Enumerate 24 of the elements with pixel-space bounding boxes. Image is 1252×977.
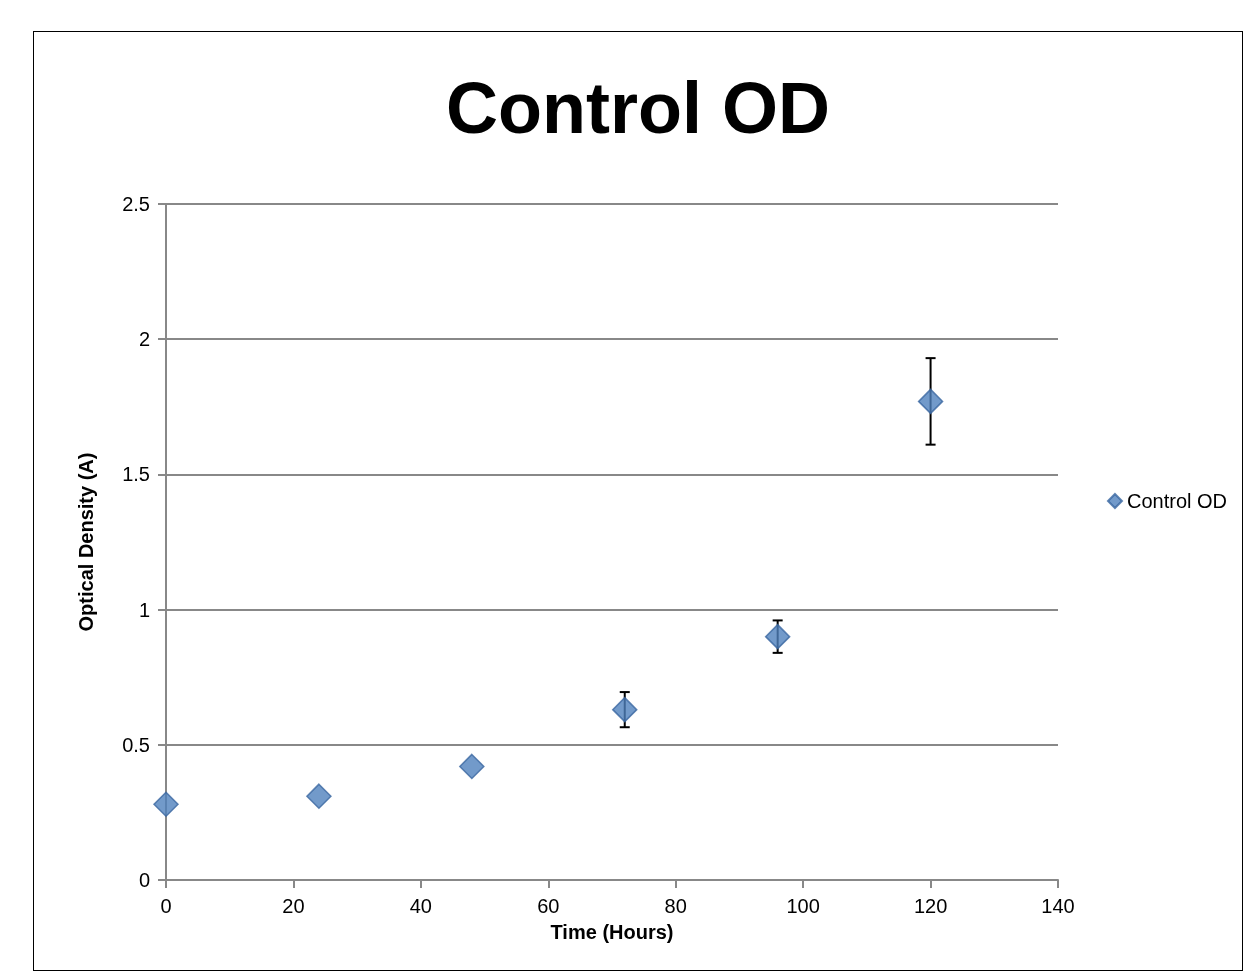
y-axis-title: Optical Density (A) (75, 452, 97, 632)
y-tick-label: 0.5 (122, 733, 150, 756)
chart-title: Control OD (446, 68, 830, 148)
point (459, 753, 485, 780)
point (917, 388, 944, 415)
point (611, 696, 638, 723)
x-tick-label: 120 (913, 895, 948, 917)
x-tick-label: 80 (664, 895, 687, 917)
x-tick-label: 60 (537, 895, 560, 917)
x-tick-label: 100 (786, 895, 820, 917)
point (764, 623, 791, 650)
point (306, 783, 332, 809)
point (153, 791, 179, 818)
x-axis-title: Time (Hours) (550, 921, 674, 943)
x-tick-label: 40 (409, 895, 432, 917)
y-tick-label: 2.5 (122, 193, 150, 215)
legend-label: Control OD (1126, 490, 1227, 512)
x-tick-label: 20 (282, 895, 305, 917)
y-tick-label: 0 (138, 869, 150, 891)
x-tick-label: 0 (160, 895, 172, 917)
x-tick-label: 140 (1041, 895, 1075, 917)
y-tick-label: 1.5 (122, 463, 150, 486)
y-tick-label: 2 (138, 328, 150, 351)
y-tick-label: 1 (138, 598, 150, 621)
